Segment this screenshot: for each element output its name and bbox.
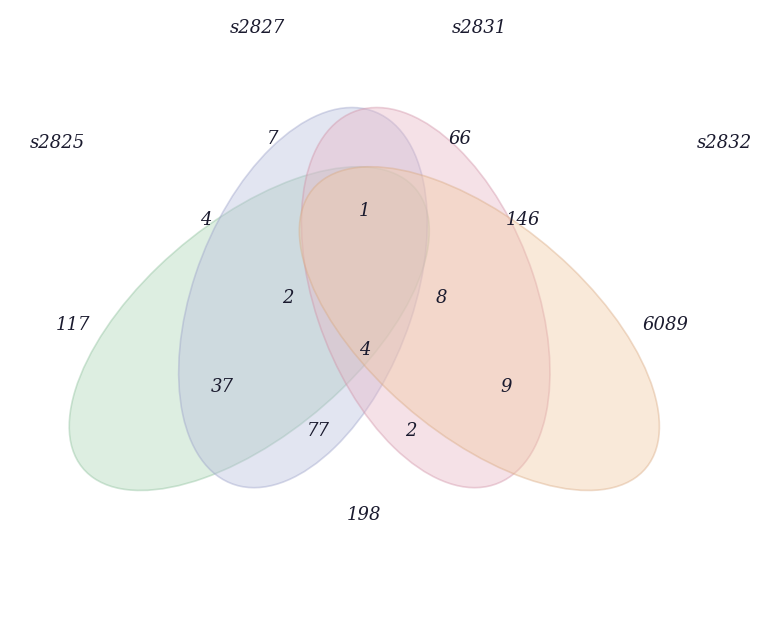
Text: 117: 117 <box>56 316 90 335</box>
Text: 9: 9 <box>501 378 512 397</box>
Text: 1: 1 <box>359 202 370 220</box>
Text: s2827: s2827 <box>229 19 285 37</box>
Text: s2832: s2832 <box>697 133 752 152</box>
Text: 7: 7 <box>267 130 278 149</box>
Ellipse shape <box>69 167 430 490</box>
Text: s2825: s2825 <box>30 133 85 152</box>
Text: 198: 198 <box>347 505 381 524</box>
Text: 6089: 6089 <box>643 316 689 335</box>
Text: 2: 2 <box>282 288 293 307</box>
Ellipse shape <box>179 107 427 488</box>
Text: 146: 146 <box>506 211 540 229</box>
Text: s2831: s2831 <box>452 19 507 37</box>
Text: 8: 8 <box>436 288 446 307</box>
Text: 66: 66 <box>449 130 472 149</box>
Text: 2: 2 <box>405 422 416 440</box>
Ellipse shape <box>299 167 660 490</box>
Text: 37: 37 <box>211 378 234 397</box>
Text: 77: 77 <box>307 422 330 440</box>
Text: 4: 4 <box>200 211 211 229</box>
Ellipse shape <box>301 107 550 488</box>
Text: 4: 4 <box>359 341 370 360</box>
